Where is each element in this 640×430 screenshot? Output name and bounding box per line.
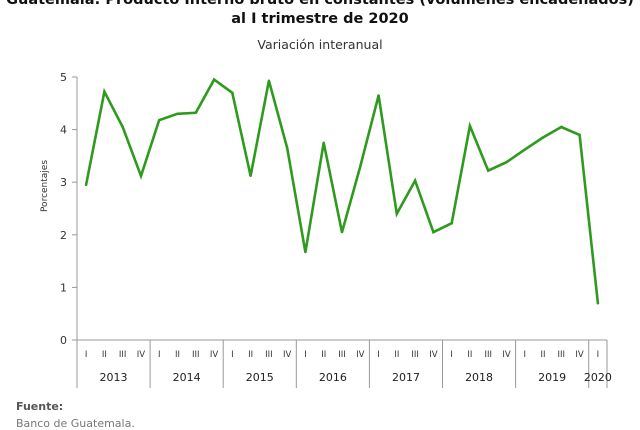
y-tick-label: 1 [60, 281, 67, 294]
data-point [194, 111, 197, 114]
data-point [395, 212, 399, 215]
data-point [523, 148, 526, 151]
y-tick-label: 0 [60, 334, 67, 347]
y-tick-label: 5 [60, 71, 67, 84]
x-quarter-label: III [265, 350, 273, 360]
data-point [578, 133, 581, 137]
x-quarter-label: IV [210, 350, 219, 360]
x-quarter-label: III [411, 350, 419, 360]
data-point [359, 165, 362, 168]
data-point [560, 125, 563, 129]
x-year-label: 2018 [465, 371, 493, 384]
x-quarter-label: IV [137, 350, 146, 360]
data-point [487, 169, 490, 172]
x-year-label: 2014 [173, 371, 201, 384]
x-quarter-label: II [102, 350, 107, 360]
data-point [505, 161, 508, 164]
x-quarter-label: II [248, 350, 253, 360]
chart-title-line-2: al I trimestre de 2020 [231, 11, 409, 27]
y-tick-label: 4 [60, 124, 67, 137]
data-point [468, 124, 472, 128]
data-point [158, 118, 161, 122]
x-quarter-label: IV [356, 350, 365, 360]
x-year-label: 2013 [100, 371, 128, 384]
chart-series [84, 77, 600, 305]
chart-subtitle: Variación interanual [257, 37, 383, 52]
x-quarter-label: III [484, 350, 492, 360]
data-point [450, 222, 453, 225]
data-point [377, 94, 380, 97]
x-quarter-label: II [321, 350, 326, 360]
data-point [432, 230, 435, 234]
data-point [139, 174, 143, 178]
source-label: Fuente: [16, 400, 64, 413]
data-point [176, 112, 179, 116]
x-quarter-label: I [304, 350, 307, 360]
x-quarter-label: IV [283, 350, 292, 360]
data-point [249, 174, 252, 178]
chart-title: Guatemala: Producto Interno bruto en con… [0, 0, 640, 29]
x-quarter-label: II [467, 350, 472, 360]
x-year-label: 2017 [392, 371, 420, 384]
x-quarter-label: I [85, 350, 88, 360]
data-point [285, 146, 289, 150]
data-point [322, 141, 325, 144]
data-point [231, 91, 234, 94]
chart-axes [72, 76, 608, 388]
series-line [84, 77, 600, 305]
data-point [340, 230, 344, 234]
data-point [304, 250, 307, 254]
data-point [84, 183, 88, 187]
chart-title-line-1: Guatemala: Producto Interno bruto en con… [6, 0, 634, 8]
x-quarter-label: I [450, 350, 453, 360]
data-point [413, 179, 417, 182]
x-quarter-label: I [524, 350, 527, 360]
x-quarter-label: IV [575, 350, 584, 360]
x-quarter-label: II [394, 350, 399, 360]
x-quarter-label: I [377, 350, 380, 360]
x-year-label: 2019 [538, 371, 566, 384]
x-quarter-label: III [338, 350, 346, 360]
data-point [541, 136, 545, 139]
data-point [103, 90, 106, 93]
x-quarter-label: I [158, 350, 161, 360]
data-point [596, 301, 600, 305]
x-year-label: 2015 [246, 371, 274, 384]
x-quarter-label: III [558, 350, 566, 360]
x-quarter-label: II [175, 350, 180, 360]
data-point [267, 79, 271, 82]
x-quarter-label: III [119, 350, 127, 360]
data-point [121, 125, 124, 129]
x-quarter-label: IV [429, 350, 438, 360]
x-year-label: 2020 [584, 371, 612, 384]
x-quarter-label: III [192, 350, 200, 360]
x-year-label: 2016 [319, 371, 347, 384]
y-tick-label: 2 [60, 229, 67, 242]
x-quarter-label: IV [502, 350, 511, 360]
data-point [212, 78, 216, 81]
x-quarter-label: I [597, 350, 600, 360]
x-quarter-label: I [231, 350, 234, 360]
x-quarter-label: II [541, 350, 546, 360]
y-tick-label: 3 [60, 176, 67, 189]
